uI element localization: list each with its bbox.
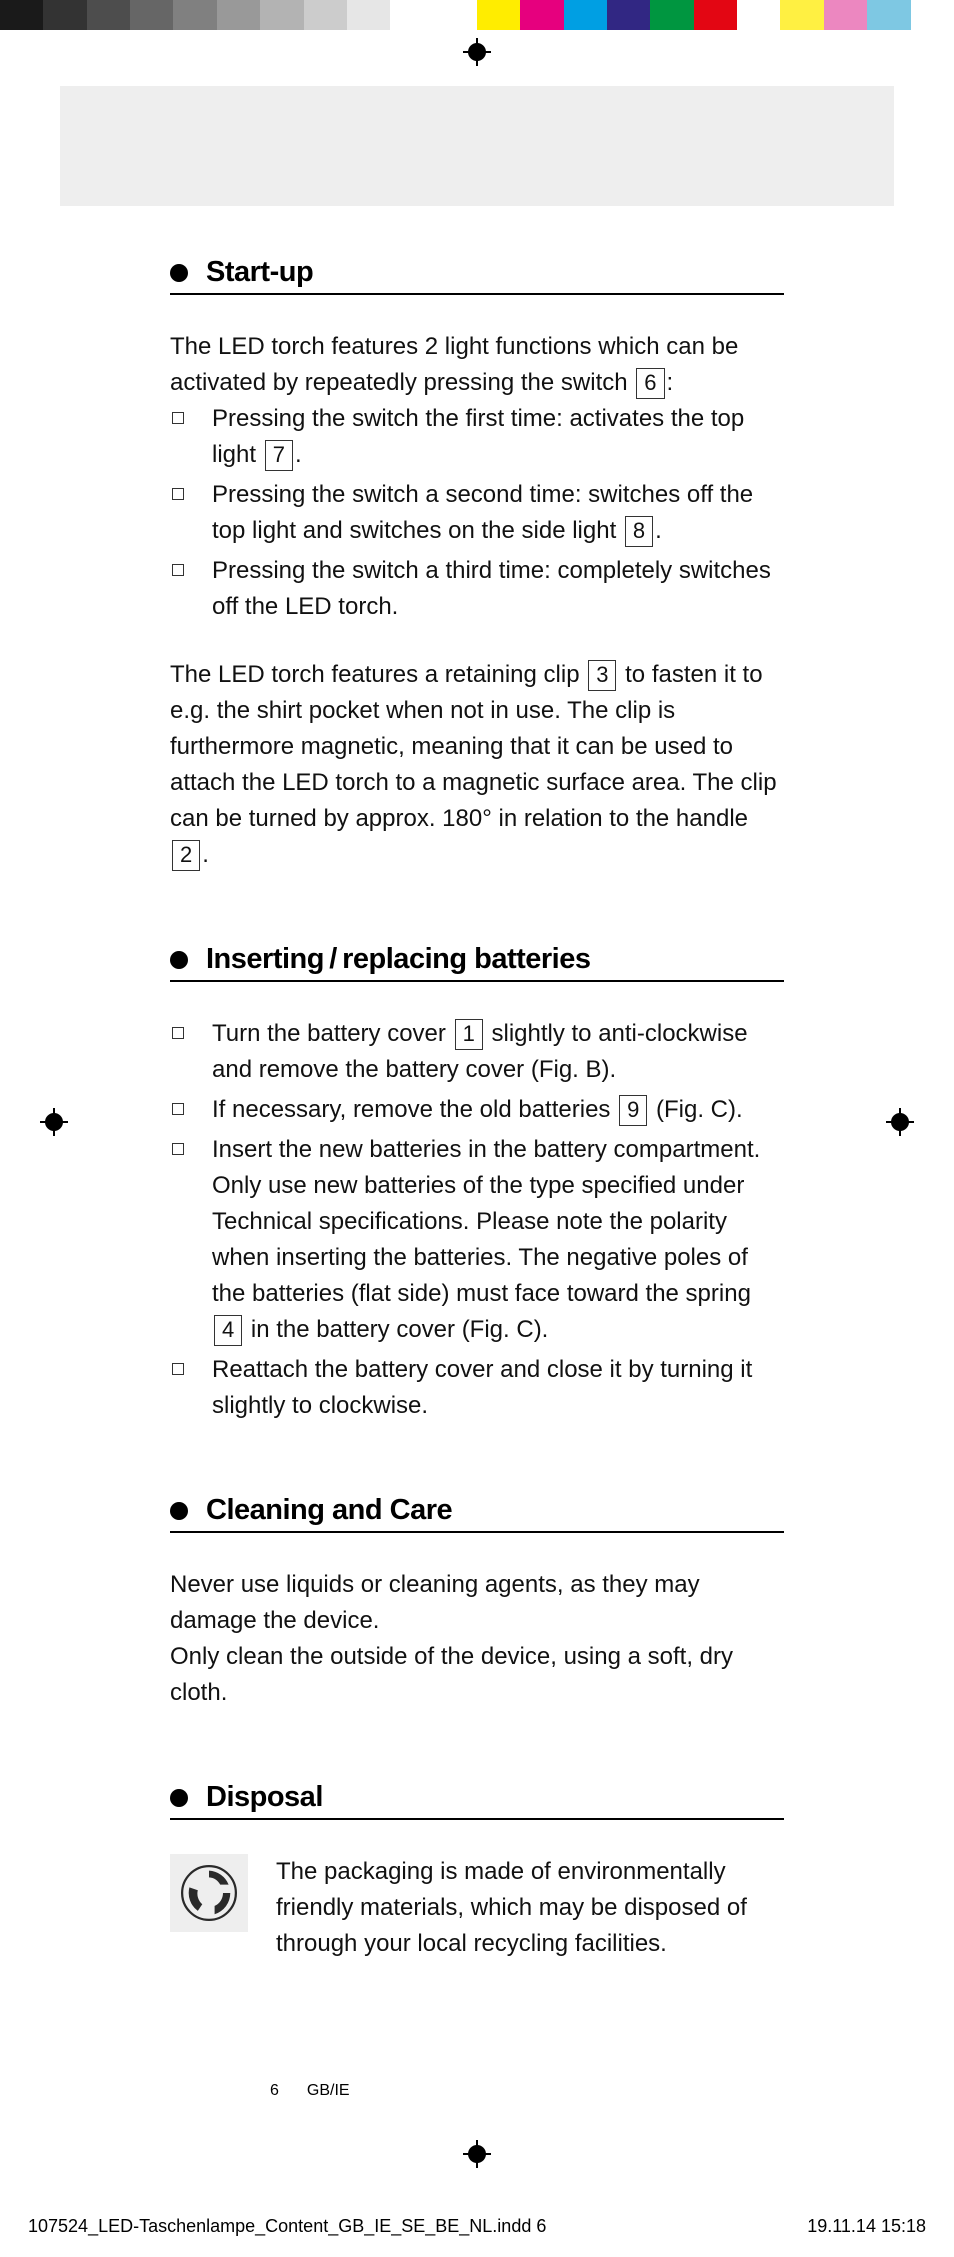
registration-mark-bottom	[463, 2140, 491, 2168]
page-number: 6	[270, 2082, 279, 2100]
locale-label: GB/IE	[307, 2082, 350, 2100]
recycle-icon	[170, 1854, 248, 1932]
checkbox-bullet-icon	[172, 1143, 184, 1155]
section-content-disposal: The packaging is made of environmentally…	[170, 1854, 784, 1962]
list-item: Pressing the switch a second time: switc…	[170, 477, 784, 549]
color-calibration-bar	[0, 0, 954, 30]
cleaning-p1: Never use liquids or cleaning agents, as…	[170, 1567, 784, 1639]
section-content-cleaning: Never use liquids or cleaning agents, as…	[170, 1567, 784, 1711]
checkbox-bullet-icon	[172, 564, 184, 576]
bullet-dot-icon	[170, 951, 188, 969]
list-item: Insert the new batteries in the battery …	[170, 1132, 784, 1348]
list-item: Reattach the battery cover and close it …	[170, 1352, 784, 1424]
ref-7: 7	[265, 440, 293, 471]
bullet-dot-icon	[170, 264, 188, 282]
header-placeholder	[60, 86, 894, 206]
section-heading-disposal: Disposal	[170, 1781, 784, 1820]
ref-6: 6	[636, 368, 664, 399]
ref-8: 8	[625, 516, 653, 547]
list-item: Pressing the switch a third time: comple…	[170, 553, 784, 625]
section-title: Disposal	[206, 1781, 323, 1814]
ref-2: 2	[172, 840, 200, 871]
startup-list: Pressing the switch the first time: acti…	[170, 401, 784, 625]
section-title: Inserting / replacing batteries	[206, 943, 591, 976]
section-title: Cleaning and Care	[206, 1494, 452, 1527]
list-item: If necessary, remove the old batteries 9…	[170, 1092, 784, 1128]
battery-list: Turn the battery cover 1 slightly to ant…	[170, 1016, 784, 1424]
checkbox-bullet-icon	[172, 488, 184, 500]
cleaning-p2: Only clean the outside of the device, us…	[170, 1639, 784, 1711]
bullet-dot-icon	[170, 1502, 188, 1520]
startup-intro-para: The LED torch features 2 light functions…	[170, 329, 784, 401]
ref-4: 4	[214, 1315, 242, 1346]
registration-mark-top	[463, 38, 491, 66]
ref-9: 9	[619, 1095, 647, 1126]
section-content-startup: The LED torch features 2 light functions…	[170, 329, 784, 873]
section-title: Start-up	[206, 256, 313, 289]
bullet-dot-icon	[170, 1789, 188, 1807]
disposal-text: The packaging is made of environmentally…	[276, 1854, 784, 1962]
checkbox-bullet-icon	[172, 1363, 184, 1375]
section-content-batteries: Turn the battery cover 1 slightly to ant…	[170, 1016, 784, 1424]
checkbox-bullet-icon	[172, 1103, 184, 1115]
section-heading-startup: Start-up	[170, 256, 784, 295]
section-heading-batteries: Inserting / replacing batteries	[170, 943, 784, 982]
checkbox-bullet-icon	[172, 412, 184, 424]
checkbox-bullet-icon	[172, 1027, 184, 1039]
print-footer: 107524_LED-Taschenlampe_Content_GB_IE_SE…	[0, 2176, 954, 2257]
footer-filename: 107524_LED-Taschenlampe_Content_GB_IE_SE…	[28, 2216, 546, 2237]
startup-clip-para: The LED torch features a retaining clip …	[170, 657, 784, 873]
list-item: Pressing the switch the first time: acti…	[170, 401, 784, 473]
list-item: Turn the battery cover 1 slightly to ant…	[170, 1016, 784, 1088]
footer-datetime: 19.11.14 15:18	[807, 2216, 926, 2237]
ref-1: 1	[455, 1019, 483, 1050]
section-heading-cleaning: Cleaning and Care	[170, 1494, 784, 1533]
ref-3: 3	[588, 660, 616, 691]
page-footer-inline: 6 GB/IE	[270, 2082, 784, 2100]
